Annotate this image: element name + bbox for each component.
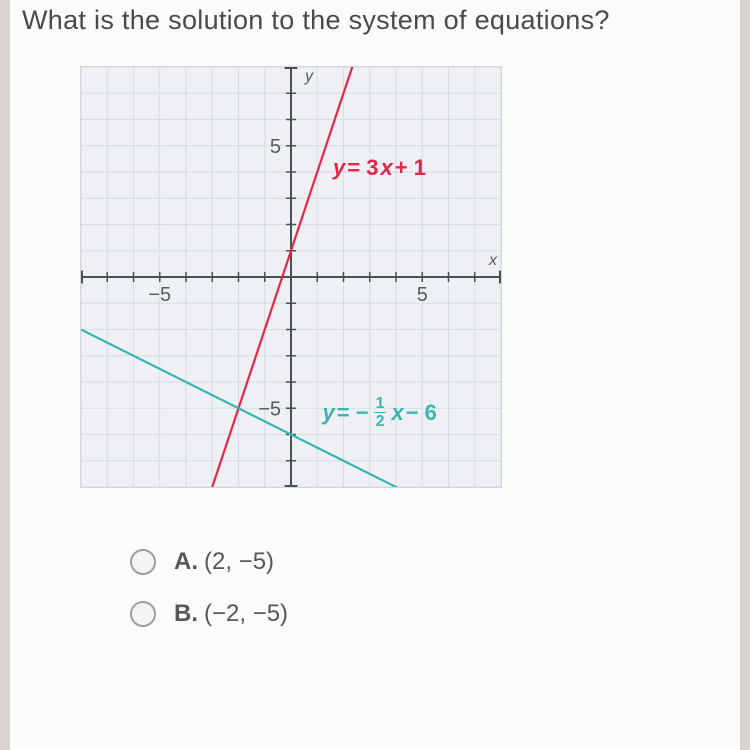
red-line-label: y = 3x + 1 [333,155,426,181]
option-b[interactable]: B.(−2, −5) [130,600,730,628]
question-text: What is the solution to the system of eq… [22,5,730,36]
option-label: B.(−2, −5) [174,600,288,628]
radio-icon [130,601,156,627]
radio-icon [130,549,156,575]
option-label: A.(2, −5) [174,548,274,576]
option-a[interactable]: A.(2, −5) [130,548,730,576]
teal-line-label: y = −12x − 6 [323,396,437,430]
answer-options: A.(2, −5) B.(−2, −5) [130,548,730,628]
graph: −55−55yx y = 3x + 1y = −12x − 6 [80,66,502,488]
